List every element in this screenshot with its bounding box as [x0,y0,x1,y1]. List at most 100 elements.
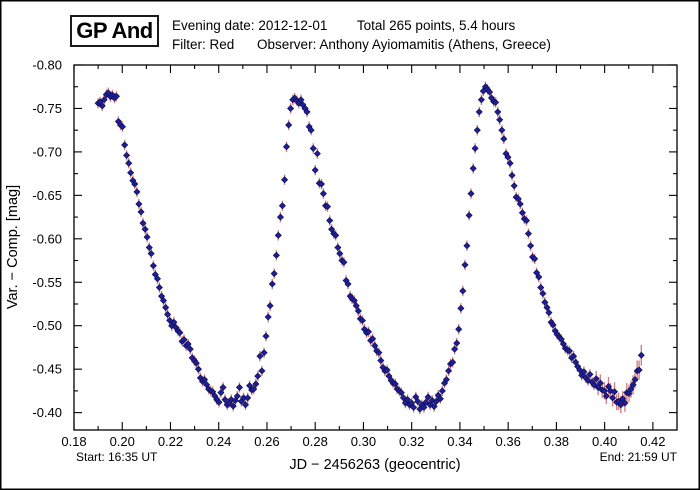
data-point [611,388,619,396]
data-point [319,190,327,198]
data-point [252,380,260,388]
data-point [516,200,524,208]
data-point [250,385,258,393]
data-point [498,126,506,134]
data-point [219,383,227,391]
total-points-text: Total 265 points, 5.4 hours [356,18,516,33]
data-point [215,398,223,406]
data-point [596,379,604,387]
data-point [141,225,149,233]
data-point [217,389,225,397]
data-point [377,356,385,365]
y-tick-label: -0.70 [32,144,62,159]
data-point [436,395,444,403]
data-point [600,387,608,395]
data-point [258,367,266,375]
data-point [492,98,500,106]
data-point [268,280,276,288]
x-tick-label: 0.18 [61,434,86,449]
data-point [303,108,311,116]
data-point [543,303,551,311]
data-point [229,402,237,410]
data-point [369,335,377,343]
error-bars [97,81,643,415]
data-point [565,347,573,355]
data-point [494,108,502,116]
data-point [164,310,172,318]
x-tick-label: 0.20 [110,434,135,449]
data-point [397,389,405,397]
data-point [432,397,440,405]
data-point [518,209,526,217]
data-point [135,200,143,208]
data-point [621,399,629,407]
data-point [112,92,120,100]
data-point [545,309,553,317]
data-point [496,116,504,124]
data-point [473,126,481,134]
data-point [127,169,135,177]
data-point [557,335,565,343]
data-point [334,243,342,252]
data-point [535,273,543,281]
data-point [145,243,153,252]
data-point [606,387,614,395]
data-point [463,242,471,250]
data-point [186,345,194,353]
data-point [537,283,545,292]
data-point [609,394,617,402]
data-point [235,383,243,391]
data-point [383,366,391,374]
data-point [131,180,139,188]
data-point [522,217,531,225]
data-point [311,166,319,174]
data-point [445,367,453,375]
data-point [254,372,262,380]
data-point [459,287,467,295]
x-tick-label: 0.36 [496,434,521,449]
data-point [139,219,147,227]
plot-frame [73,64,678,431]
data-point [350,296,358,305]
x-tick-label: 0.28 [303,434,328,449]
data-point [475,108,483,116]
data-point [500,135,508,143]
data-point [592,375,600,383]
data-point [375,349,383,357]
data-point [266,302,274,310]
data-point [221,396,229,404]
data-point [274,231,282,239]
data-point [465,211,473,219]
data-point [506,159,514,167]
data-point [414,397,422,405]
data-point [297,96,305,104]
data-point [442,376,450,384]
x-axis-title: JD − 2456263 (geocentric) [289,457,460,473]
data-point [260,349,268,357]
data-point [344,280,352,288]
data-point [524,230,532,238]
data-point [244,394,252,402]
data-point [391,380,399,388]
data-point [313,150,321,158]
data-point [307,126,315,134]
data-point [264,313,272,321]
y-tick-label: -0.50 [32,318,62,333]
star-name-box: GP And [70,15,159,47]
data-point [580,368,588,376]
y-tick-label: -0.55 [32,275,62,290]
data-point [162,303,170,311]
data-point [629,381,637,389]
header-line-1: Evening date: 2012-12-01 Total 265 point… [172,19,515,33]
data-point [635,366,643,374]
data-point [469,164,477,172]
data-point [194,365,202,373]
data-point [170,318,178,326]
x-tick-label: 0.40 [592,434,617,449]
data-point [98,102,106,110]
start-time-label: Start: 16:35 UT [76,450,158,464]
data-point [358,316,366,325]
data-point [438,387,446,395]
